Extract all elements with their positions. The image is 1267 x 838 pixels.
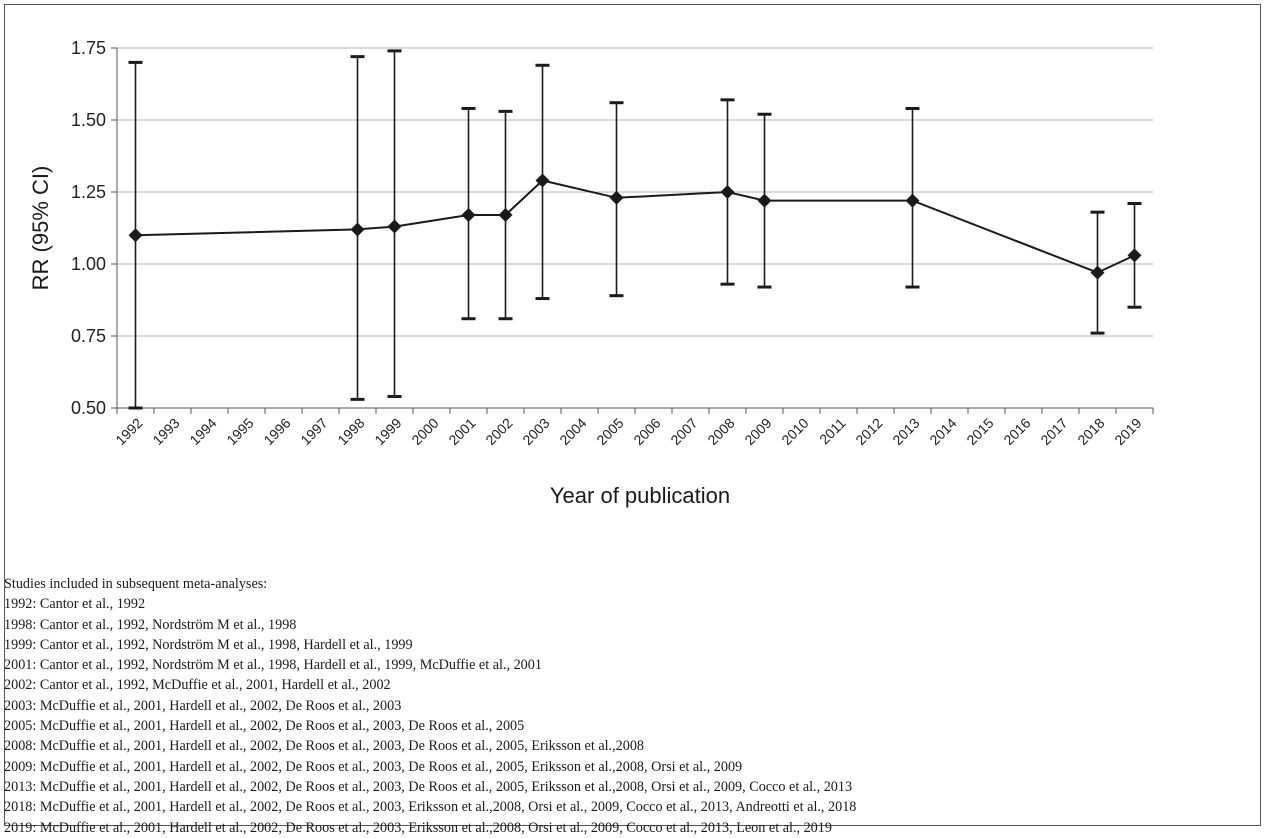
rr-point-marker [609, 190, 624, 205]
x-tick-label: 1999 [371, 415, 404, 448]
rr-point-marker [461, 208, 476, 223]
x-tick-label: 2009 [741, 415, 774, 448]
notes-heading: Studies included in subsequent meta-anal… [4, 576, 268, 592]
rr-point-marker [1090, 265, 1105, 280]
y-tick-label: 1.50 [71, 110, 106, 130]
x-tick-label: 2012 [852, 415, 885, 448]
rr-point-marker [757, 193, 772, 208]
x-tick-label: 1994 [186, 415, 219, 448]
rr-point-marker [498, 208, 513, 223]
x-tick-label: 2008 [704, 415, 737, 448]
x-tick-labels: 1992 1993 1994 1995 1996 1997 1998 1999 2000 2001… [112, 415, 1144, 448]
x-tick-label: 2018 [1074, 415, 1107, 448]
error-bars [128, 49, 1142, 410]
series-line [135, 179, 1135, 274]
x-tick-label: 2005 [593, 415, 626, 448]
x-tick-label: 1998 [334, 415, 367, 448]
rr-point-marker [128, 228, 143, 243]
rr-point-marker [387, 219, 402, 234]
y-tick-label: 0.50 [71, 398, 106, 418]
x-tick-label: 1996 [260, 415, 293, 448]
rr-point-marker [1127, 248, 1142, 263]
x-tick-label: 2001 [445, 415, 478, 448]
x-tick-label: 2015 [963, 415, 996, 448]
note-line: 2019: McDuffie et al., 2001, Hardell et … [4, 819, 832, 836]
point-markers [128, 173, 1142, 280]
note-line: 2013: McDuffie et al., 2001, Hardell et … [4, 778, 853, 795]
x-tick-label: 1997 [297, 415, 330, 448]
x-tick-label: 2014 [926, 415, 959, 448]
gridlines [117, 47, 1153, 337]
x-axis-title: Year of publication [550, 483, 730, 508]
rr-point-marker [535, 173, 550, 188]
x-tick-label: 1992 [112, 415, 145, 448]
rr-point-marker [350, 222, 365, 237]
x-tick-label: 2003 [519, 415, 552, 448]
note-line: 1998: Cantor et al., 1992, Nordström M e… [4, 616, 297, 633]
rr-line [135, 179, 1135, 274]
y-tick-label: 1.00 [71, 254, 106, 274]
x-tick-label: 1995 [223, 415, 256, 448]
rr-point-marker [720, 185, 735, 199]
x-tick-label: 2013 [889, 415, 922, 448]
figure-frame [4, 4, 1261, 826]
x-tick-label: 2019 [1111, 415, 1144, 448]
meta-analysis-notes: Studies included in subsequent meta-anal… [4, 574, 1254, 838]
rr-point-marker [905, 193, 920, 208]
x-tick-label: 2006 [630, 415, 663, 448]
x-tick-label: 2004 [556, 415, 589, 448]
note-line: 2002: Cantor et al., 1992, McDuffie et a… [4, 677, 391, 694]
x-tick-label: 2007 [667, 415, 700, 448]
note-line: 2008: McDuffie et al., 2001, Hardell et … [4, 738, 645, 755]
note-line: 1992: Cantor et al., 1992 [4, 596, 146, 613]
note-line: 2009: McDuffie et al., 2001, Hardell et … [4, 758, 743, 775]
note-line: 1999: Cantor et al., 1992, Nordström M e… [4, 636, 413, 653]
axes [111, 47, 1154, 414]
x-tick-label: 2010 [778, 415, 811, 448]
y-tick-label: 0.75 [71, 326, 106, 346]
y-tick-label: 1.25 [71, 182, 106, 202]
x-tick-label: 2016 [1000, 415, 1033, 448]
y-tick-label: 1.75 [71, 38, 106, 58]
notes-list: 1992: Cantor et al., 1992 1998: Cantor et… [4, 594, 1254, 838]
note-line: 2005: McDuffie et al., 2001, Hardell et … [4, 718, 525, 735]
x-tick-label: 2011 [816, 415, 849, 448]
x-tick-label: 1993 [149, 415, 182, 448]
y-axis-title: RR (95% CI) [28, 166, 53, 291]
note-line: 2018: McDuffie et al., 2001, Hardell et … [4, 799, 857, 816]
y-tick-labels: 0.50 0.75 1.00 1.25 1.50 1.75 [71, 38, 106, 418]
x-tick-label: 2000 [408, 415, 441, 448]
note-line: 2001: Cantor et al., 1992, Nordström M e… [4, 657, 542, 674]
rr-chart: 0.500.751.001.251.501.75 1992 1993 1994 199… [28, 38, 1154, 508]
note-line: 2003: McDuffie et al., 2001, Hardell et … [4, 697, 402, 714]
x-tick-label: 2017 [1037, 415, 1070, 448]
x-tick-label: 2002 [482, 415, 515, 448]
